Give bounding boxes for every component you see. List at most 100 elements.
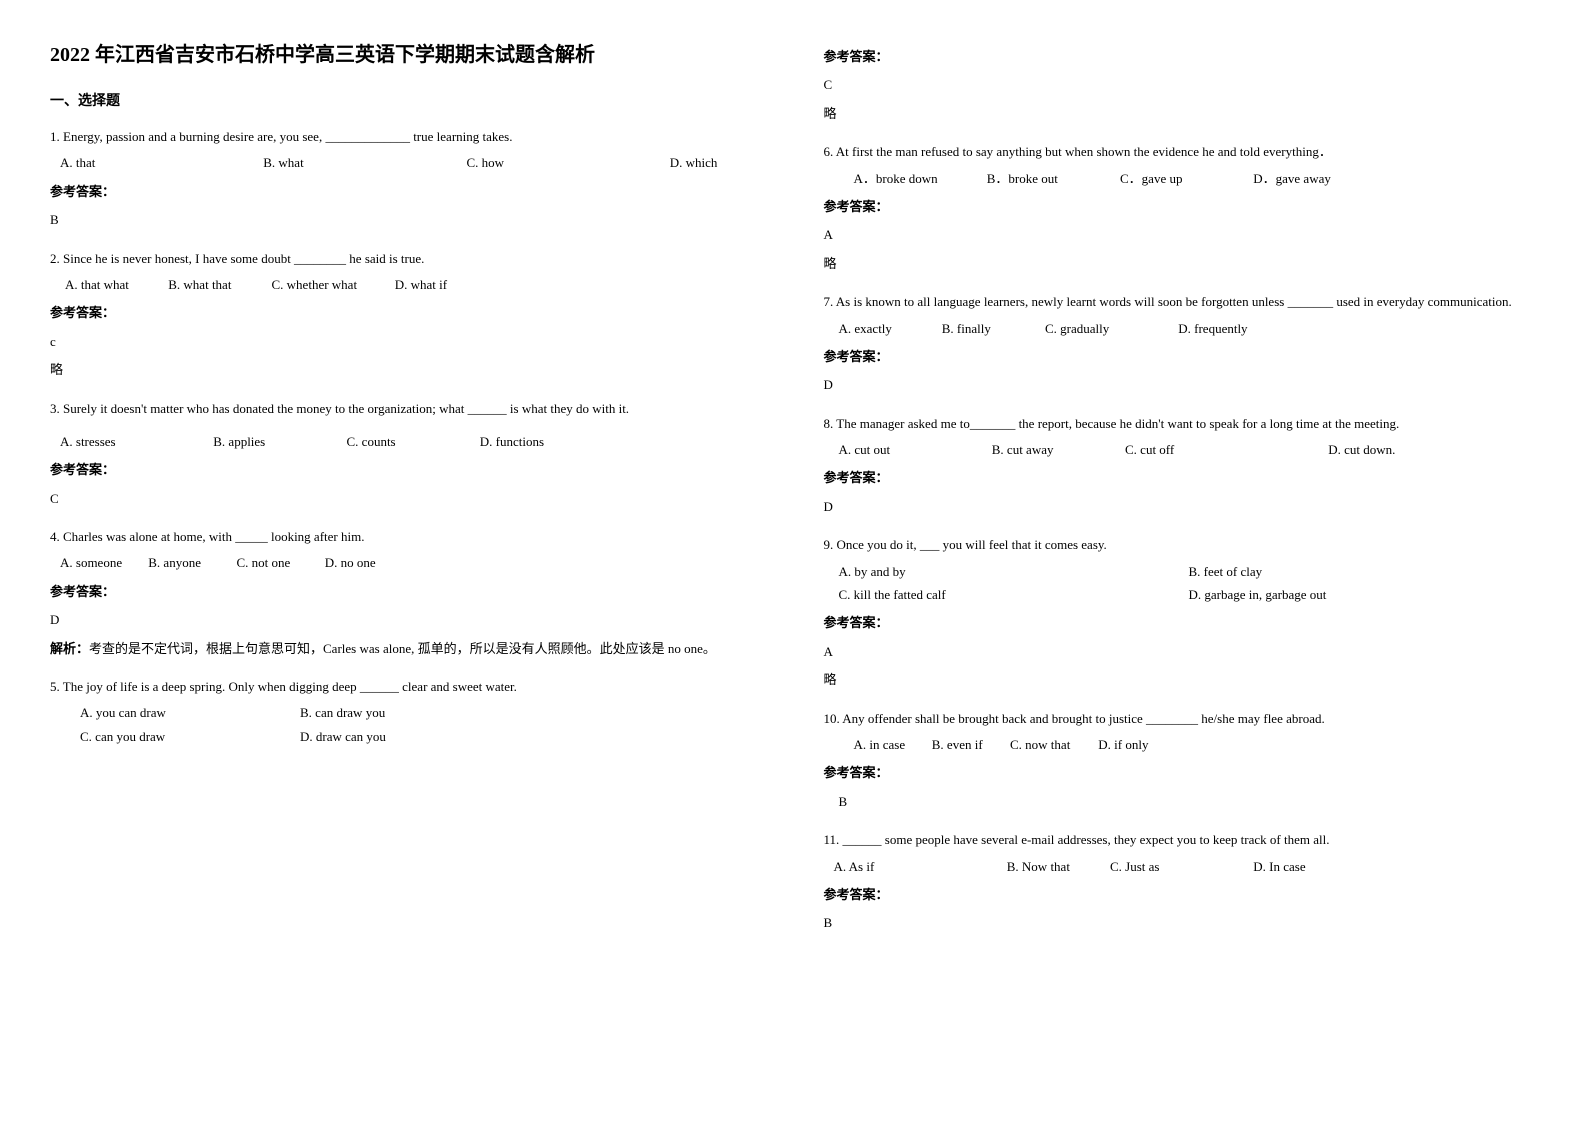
answer-value: C — [824, 73, 1538, 96]
answer-value: c — [50, 330, 764, 353]
question-text: 9. Once you do it, ___ you will feel tha… — [824, 533, 1538, 556]
answer-value: B — [824, 911, 1538, 934]
answer-value: D — [824, 373, 1538, 396]
option-b: B. cut away — [992, 438, 1122, 461]
question-options: A. that what B. what that C. whether wha… — [65, 273, 764, 296]
answer-note: 略 — [824, 102, 1538, 125]
question-10: 10. Any offender shall be brought back a… — [824, 707, 1538, 814]
option-c: C. Just as — [1110, 855, 1250, 878]
answer-label: 参考答案： — [50, 580, 764, 603]
option-c: C. counts — [347, 430, 477, 453]
option-c: C. now that — [1010, 733, 1095, 756]
question-text: 10. Any offender shall be brought back a… — [824, 707, 1538, 730]
left-column: 2022 年江西省吉安市石桥中学高三英语下学期期末试题含解析 一、选择题 1. … — [50, 40, 764, 950]
option-b: B. feet of clay — [1189, 560, 1263, 583]
question-options: A. that B. what C. how D. which — [60, 151, 764, 174]
answer-note: 略 — [824, 252, 1538, 275]
option-d: D. which — [670, 155, 718, 170]
question-text: 3. Surely it doesn't matter who has dona… — [50, 397, 764, 420]
answer-explanation: 解析：考查的是不定代词，根据上句意思可知，Carles was alone, 孤… — [50, 637, 764, 660]
answer-label: 参考答案： — [824, 466, 1538, 489]
answer-label: 参考答案： — [824, 883, 1538, 906]
answer-value: B — [839, 790, 1538, 813]
option-a: A. that — [60, 151, 260, 174]
answer-value: A — [824, 640, 1538, 663]
option-d: D. if only — [1098, 737, 1148, 752]
question-options: A. you can draw B. can draw you C. can y… — [80, 701, 764, 748]
question-options: A．broke down B．broke out C．gave up D．gav… — [854, 167, 1538, 190]
option-b: B. anyone — [148, 551, 233, 574]
option-d: D. what if — [395, 277, 447, 292]
option-a: A. that what — [65, 273, 165, 296]
answer-label: 参考答案： — [824, 345, 1538, 368]
option-b: B. applies — [213, 430, 343, 453]
option-b: B. finally — [942, 317, 1042, 340]
question-options: A. exactly B. finally C. gradually D. fr… — [839, 317, 1538, 340]
option-d: D. functions — [480, 434, 544, 449]
question-text: 1. Energy, passion and a burning desire … — [50, 125, 764, 148]
question-8: 8. The manager asked me to_______ the re… — [824, 412, 1538, 519]
question-text: 8. The manager asked me to_______ the re… — [824, 412, 1538, 435]
option-a: A. stresses — [60, 430, 210, 453]
question-text: 7. As is known to all language learners,… — [824, 290, 1538, 313]
answer-label: 参考答案： — [824, 45, 1538, 68]
option-a: A. by and by — [839, 560, 1189, 583]
answer-label: 参考答案： — [50, 301, 764, 324]
option-d: D．gave away — [1253, 171, 1331, 186]
question-2: 2. Since he is never honest, I have some… — [50, 247, 764, 382]
question-7: 7. As is known to all language learners,… — [824, 290, 1538, 397]
answer-value: A — [824, 223, 1538, 246]
question-5: 5. The joy of life is a deep spring. Onl… — [50, 675, 764, 748]
question-options: A. cut out B. cut away C. cut off D. cut… — [839, 438, 1538, 461]
option-a: A．broke down — [854, 167, 984, 190]
answer-value: C — [50, 487, 764, 510]
option-d: D. In case — [1253, 859, 1305, 874]
question-text: 2. Since he is never honest, I have some… — [50, 247, 764, 270]
option-d: D. garbage in, garbage out — [1189, 583, 1327, 606]
option-a: A. in case — [854, 733, 929, 756]
question-text: 6. At first the man refused to say anyth… — [824, 140, 1538, 163]
question-text: 4. Charles was alone at home, with _____… — [50, 525, 764, 548]
document-title: 2022 年江西省吉安市石桥中学高三英语下学期期末试题含解析 — [50, 40, 764, 70]
option-c: C. kill the fatted calf — [839, 583, 1189, 606]
answer-label: 参考答案： — [824, 761, 1538, 784]
question-6: 6. At first the man refused to say anyth… — [824, 140, 1538, 275]
option-d: D. cut down. — [1328, 442, 1395, 457]
option-a: A. cut out — [839, 438, 989, 461]
option-a: A. As if — [834, 855, 1004, 878]
option-d: D. frequently — [1178, 321, 1247, 336]
answer-label: 参考答案： — [50, 458, 764, 481]
question-3: 3. Surely it doesn't matter who has dona… — [50, 397, 764, 511]
answer-label: 参考答案： — [824, 195, 1538, 218]
question-options: A. someone B. anyone C. not one D. no on… — [60, 551, 764, 574]
explain-text: 考查的是不定代词，根据上句意思可知，Carles was alone, 孤单的，… — [89, 641, 716, 656]
option-b: B. what — [263, 151, 463, 174]
question-11: 11. ______ some people have several e-ma… — [824, 828, 1538, 935]
option-d: D. no one — [325, 555, 376, 570]
answer-label: 参考答案： — [824, 611, 1538, 634]
option-c: C. can you draw — [80, 725, 300, 748]
explain-label: 解析： — [50, 641, 89, 656]
option-a: A. you can draw — [80, 701, 300, 724]
option-b: B. what that — [168, 273, 268, 296]
exam-document: 2022 年江西省吉安市石桥中学高三英语下学期期末试题含解析 一、选择题 1. … — [50, 40, 1537, 950]
answer-note: 略 — [50, 358, 764, 381]
option-c: C. cut off — [1125, 438, 1325, 461]
option-b: B．broke out — [987, 167, 1117, 190]
option-c: C．gave up — [1120, 167, 1250, 190]
answer-value: D — [50, 608, 764, 631]
question-options: A. in case B. even if C. now that D. if … — [854, 733, 1538, 756]
option-b: B. Now that — [1007, 855, 1107, 878]
section-header: 一、选择题 — [50, 90, 764, 110]
question-options: A. As if B. Now that C. Just as D. In ca… — [834, 855, 1538, 878]
question-text: 11. ______ some people have several e-ma… — [824, 828, 1538, 851]
question-9: 9. Once you do it, ___ you will feel tha… — [824, 533, 1538, 691]
question-options: A. stresses B. applies C. counts D. func… — [60, 430, 764, 453]
question-5-answer: 参考答案： C 略 — [824, 45, 1538, 125]
question-options: A. by and by B. feet of clay C. kill the… — [839, 560, 1538, 607]
question-1: 1. Energy, passion and a burning desire … — [50, 125, 764, 232]
option-c: C. not one — [237, 551, 322, 574]
option-a: A. exactly — [839, 317, 939, 340]
option-c: C. whether what — [272, 273, 392, 296]
question-4: 4. Charles was alone at home, with _____… — [50, 525, 764, 660]
